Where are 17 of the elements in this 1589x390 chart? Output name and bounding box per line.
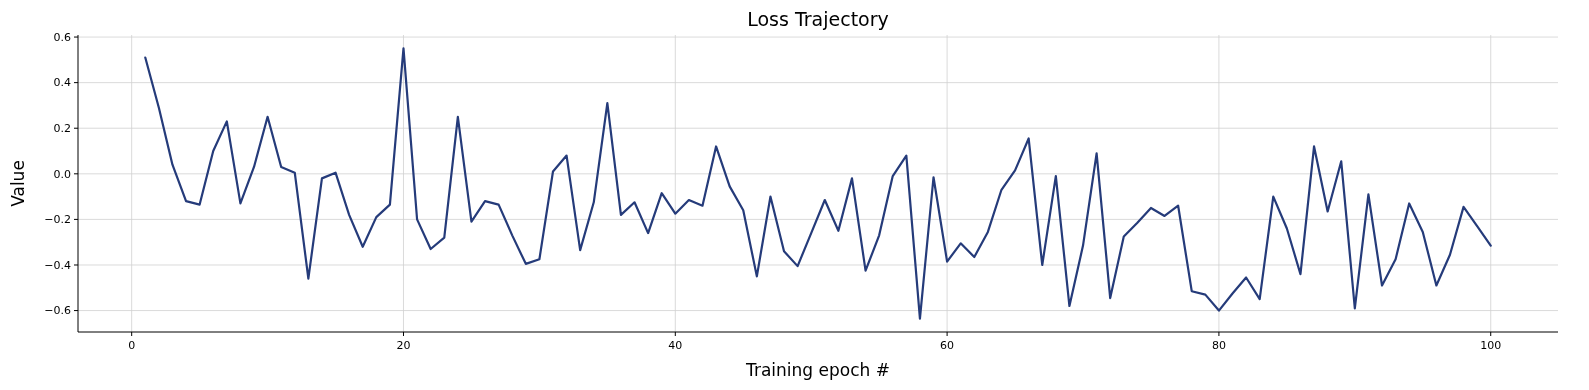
- y-tick-label: −0.2: [44, 213, 71, 227]
- y-tick-label: 0.2: [53, 122, 71, 136]
- x-tick-label: 40: [668, 339, 683, 352]
- line-series: [144, 47, 1492, 320]
- chart-title: Loss Trajectory: [747, 8, 889, 30]
- y-tick-label: 0.4: [53, 76, 71, 90]
- x-tick-label: 60: [940, 339, 955, 352]
- x-tick-label: 100: [1480, 339, 1502, 352]
- x-axis-title: Training epoch #: [745, 360, 890, 380]
- x-tick-label: 20: [396, 339, 411, 352]
- y-tick-label: 0.6: [53, 30, 71, 44]
- y-tick-label: −0.6: [44, 304, 71, 318]
- x-tick-label: 0: [128, 339, 136, 352]
- y-axis-title: Value: [8, 160, 28, 207]
- y-tick-label: 0.0: [53, 167, 71, 181]
- y-tick-label: −0.4: [44, 258, 71, 272]
- x-tick-label: 80: [1211, 339, 1226, 352]
